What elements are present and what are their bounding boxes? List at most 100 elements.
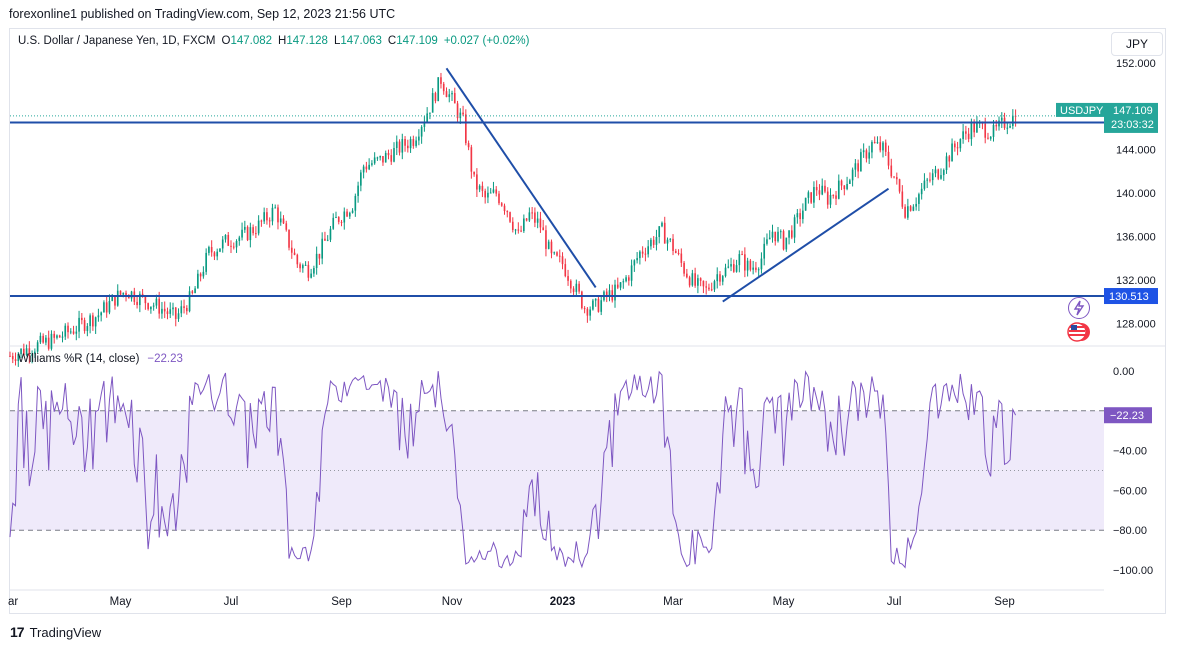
candle-body xyxy=(857,163,859,172)
wr-axis-tick: −40.00 xyxy=(1113,446,1147,458)
candle-body xyxy=(174,307,177,319)
candle-body xyxy=(655,237,658,245)
candle-body xyxy=(335,217,337,219)
candle-body xyxy=(945,156,948,171)
time-axis-label: ar xyxy=(8,596,18,608)
candle-body xyxy=(644,253,647,255)
candle-body xyxy=(213,252,216,257)
candle-body xyxy=(807,192,810,198)
candle-body xyxy=(959,139,962,149)
candle-body xyxy=(893,176,895,178)
candle-body xyxy=(987,137,989,139)
candle-body xyxy=(890,165,893,177)
candle-body xyxy=(749,260,752,270)
candle-body xyxy=(813,187,815,203)
candle-body xyxy=(481,185,484,191)
candle-body xyxy=(307,264,310,278)
time-axis-label: Sep xyxy=(994,596,1014,608)
candle-body xyxy=(636,258,638,261)
candle-body xyxy=(821,185,824,195)
candle-body xyxy=(713,281,716,290)
candle-body xyxy=(384,152,387,163)
candle-body xyxy=(420,126,423,137)
candle-body xyxy=(837,180,840,199)
candle-body xyxy=(840,180,843,186)
candle-body xyxy=(119,290,122,295)
candle-body xyxy=(268,220,271,222)
candle-body xyxy=(92,315,94,327)
candle-body xyxy=(686,273,688,278)
candle-body xyxy=(360,172,362,186)
candle-body xyxy=(716,274,719,282)
candle-body xyxy=(252,227,254,234)
candle-body xyxy=(230,245,232,247)
ohlc-close: C147.109 xyxy=(387,35,438,47)
candle-body xyxy=(365,166,368,170)
indicator-name[interactable]: Williams %R (14, close) xyxy=(18,353,140,365)
candle-body xyxy=(401,139,404,153)
candle-body xyxy=(923,180,926,189)
candle-body xyxy=(904,206,906,218)
candle-body xyxy=(340,221,343,223)
candle-body xyxy=(818,190,821,195)
candle-body xyxy=(854,163,857,170)
candle-body xyxy=(299,264,301,269)
symbol-title[interactable]: U.S. Dollar / Japanese Yen, 1D, FXCM xyxy=(18,35,216,47)
candle-body xyxy=(150,306,152,310)
candle-body xyxy=(373,157,376,164)
candle-body xyxy=(445,91,448,98)
candle-body xyxy=(462,112,464,115)
lightning-icon[interactable] xyxy=(1068,297,1090,319)
candle-body xyxy=(456,103,459,119)
candle-body xyxy=(382,156,384,163)
candle-body xyxy=(810,192,812,203)
time-axis-label: Mar xyxy=(663,596,683,608)
candle-body xyxy=(948,156,951,162)
candle-body xyxy=(539,218,542,228)
candle-body xyxy=(296,254,299,265)
candle-body xyxy=(379,156,382,158)
candle-body xyxy=(78,317,80,332)
candle-body xyxy=(511,221,514,230)
candle-body xyxy=(161,308,163,314)
candle-body xyxy=(926,179,929,181)
candle-body xyxy=(188,291,191,312)
candle-body xyxy=(489,192,492,194)
candle-body xyxy=(97,315,100,318)
candle-body xyxy=(404,139,406,146)
candle-body xyxy=(172,307,174,310)
candle-body xyxy=(882,142,884,151)
candle-body xyxy=(141,293,144,296)
candle-body xyxy=(332,217,335,229)
candle-body xyxy=(357,185,359,196)
candle-body xyxy=(431,93,434,113)
candle-body xyxy=(199,273,202,277)
candle-body xyxy=(622,281,625,283)
candle-body xyxy=(528,212,531,221)
candle-body xyxy=(125,292,127,296)
candle-body xyxy=(901,191,904,207)
candle-body xyxy=(738,254,741,266)
candle-body xyxy=(641,251,644,254)
candle-body xyxy=(912,206,915,211)
candle-body xyxy=(575,283,578,292)
price-axis-tick: 128.000 xyxy=(1116,318,1156,330)
currency-button[interactable]: JPY xyxy=(1111,32,1163,56)
candle-body xyxy=(304,264,307,266)
candle-body xyxy=(832,194,835,196)
candle-body xyxy=(995,124,998,127)
countdown-label: 23:03:32 xyxy=(1111,119,1154,131)
candle-body xyxy=(915,203,917,207)
candle-body xyxy=(393,147,395,162)
price-axis-tick: 152.000 xyxy=(1116,58,1156,70)
candle-body xyxy=(412,139,415,146)
candle-body xyxy=(183,306,185,308)
us-flag-icon[interactable] xyxy=(1066,321,1090,342)
candle-body xyxy=(108,300,111,313)
candle-body xyxy=(406,145,409,149)
candle-body xyxy=(114,295,116,306)
candle-body xyxy=(69,331,72,333)
tradingview-logo[interactable]: 17 TradingView xyxy=(10,624,101,640)
candle-body xyxy=(895,177,898,180)
